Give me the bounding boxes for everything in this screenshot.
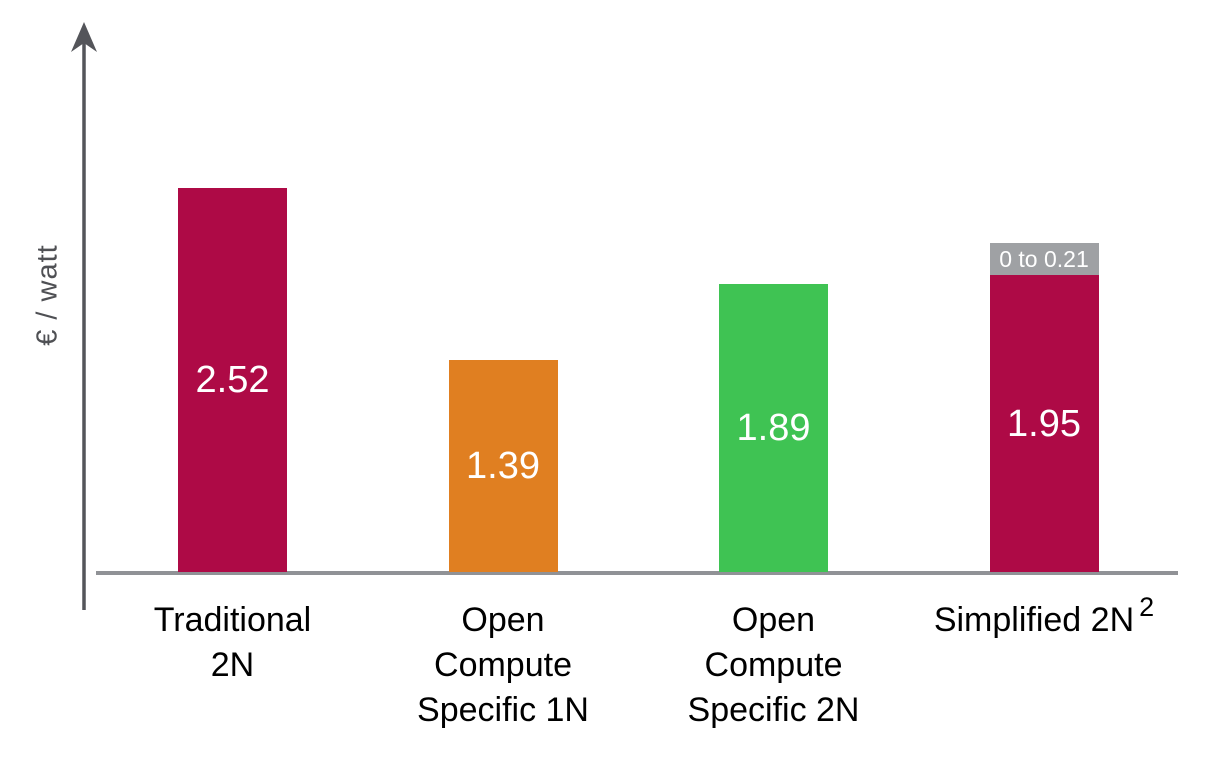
category-label-3: Simplified 2N 2 bbox=[894, 592, 1194, 645]
x-axis-line bbox=[96, 571, 1178, 575]
category-label-text: Traditional 2N bbox=[153, 601, 312, 684]
category-label-1: Open Compute Specific 1N bbox=[353, 598, 653, 733]
category-label-text: Simplified 2N bbox=[933, 601, 1135, 639]
category-label-text: Open Compute Specific 2N bbox=[687, 601, 860, 729]
category-label-2: Open Compute Specific 2N bbox=[624, 598, 924, 733]
bar-value-label: 1.89 bbox=[736, 407, 811, 449]
category-superscript: 2 bbox=[1139, 592, 1155, 622]
bar-value-label: 2.52 bbox=[195, 359, 270, 401]
bar-3: 1.95 bbox=[989, 275, 1099, 572]
category-label-text: Open Compute Specific 1N bbox=[417, 601, 589, 729]
y-axis-label: € / watt bbox=[31, 244, 64, 346]
bar-value-label: 1.95 bbox=[1007, 402, 1081, 445]
bar-1: 1.39 bbox=[448, 360, 558, 572]
bar-value-label: 1.39 bbox=[466, 445, 540, 487]
stacked-extra-segment: 0 to 0.21 bbox=[989, 243, 1099, 275]
category-label-0: Traditional 2N bbox=[83, 598, 383, 688]
bar-0: 2.52 bbox=[178, 188, 287, 572]
y-axis-arrow bbox=[71, 22, 97, 610]
bar-2: 1.89 bbox=[719, 284, 828, 572]
stacked-extra-label: 0 to 0.21 bbox=[999, 245, 1089, 272]
